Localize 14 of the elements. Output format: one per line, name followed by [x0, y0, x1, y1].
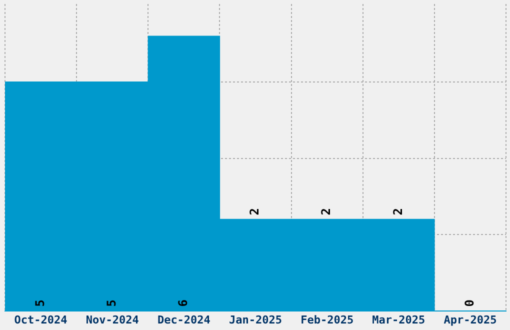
data-label: 5	[32, 300, 47, 307]
data-label: 0	[462, 300, 476, 307]
x-tick-label: Jan-2025	[229, 313, 282, 326]
x-tick-label: Oct-2024	[14, 313, 68, 326]
data-label: 2	[390, 208, 405, 216]
data-label: 5	[104, 300, 118, 307]
data-label: 2	[319, 208, 334, 216]
data-label: 6	[176, 300, 190, 307]
data-label: 2	[248, 208, 262, 216]
x-tick-label: Dec-2024	[157, 313, 211, 326]
x-tick-label: Feb-2025	[300, 313, 354, 326]
x-tick-label: Apr-2025	[444, 313, 497, 326]
x-tick-label: Mar-2025	[372, 313, 426, 326]
x-tick-label: Nov-2024	[86, 313, 140, 326]
